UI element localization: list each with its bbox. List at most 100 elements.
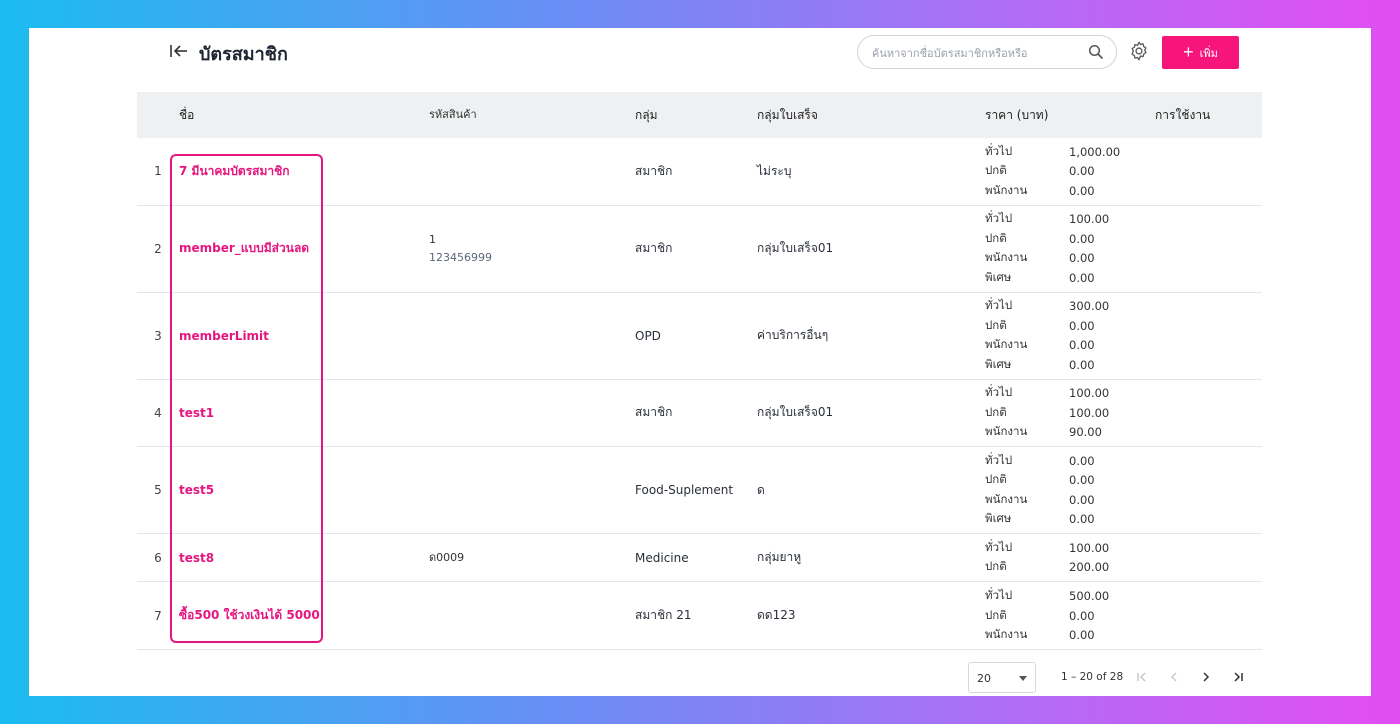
search-box[interactable] (857, 35, 1117, 69)
price-label: พิเศษ (985, 269, 1012, 284)
usage-cell (1155, 138, 1262, 206)
table-row: 4 test1 สมาชิก กลุ่มใบเสร็จ01 ทั่วไป 100.00 ปก… (137, 379, 1262, 447)
price-value: 500.00 (1069, 589, 1110, 603)
add-button[interactable]: + เพิ่ม (1162, 36, 1239, 69)
col-price[interactable]: ราคา (บาท) (985, 107, 1049, 122)
search-icon[interactable] (1088, 44, 1104, 60)
main-panel: บัตรสมาชิก + เพิ่ม ชื่อ รหัสสินค้า กลุ่ม… (29, 28, 1371, 696)
price-line: ปกติ 0.00 (985, 606, 1155, 626)
name-cell: memberLimit (179, 292, 429, 380)
price-label: พนักงาน (985, 627, 1028, 641)
add-button-label: เพิ่ม (1199, 47, 1218, 60)
price-value: 200.00 (1069, 560, 1110, 575)
price-label: ทั่วไป (985, 588, 1013, 602)
table-row: 5 test5 Food-Suplement ดทั่วไป 0.00 ปกติ 0.00 พ… (137, 446, 1262, 534)
plus-icon: + (1183, 41, 1194, 62)
price-value: 100.00 (1069, 405, 1110, 420)
price-cell: ทั่วไป 0.00 ปกติ 0.00 พนักงาน 0.00 พิเศษ 0.00 (985, 446, 1155, 534)
price-line: พิเศษ 0.00 (985, 355, 1155, 375)
gear-icon[interactable] (1128, 40, 1150, 62)
price-line: พนักงาน 90.00 (985, 423, 1155, 443)
price-cell: ทั่วไป 500.00 ปกติ 0.00 พนักงาน 0.00 (985, 581, 1155, 650)
table-header-row: ชื่อ รหัสสินค้า กลุ่ม กลุ่มใบเสร็จ ราคา … (137, 92, 1262, 138)
price-value: 0.00 (1069, 164, 1095, 179)
card-name-link[interactable]: test8 (179, 550, 215, 565)
group-cell: OPD (635, 292, 757, 380)
search-input[interactable] (872, 43, 1072, 63)
code-cell (429, 292, 635, 380)
usage-cell (1155, 205, 1262, 293)
price-cell: ทั่วไป 100.00 ปกติ 0.00 พนักงาน 0.00 พิเศษ 0.00 (985, 205, 1155, 293)
price-line: ปกติ 0.00 (985, 162, 1155, 182)
price-label: ปกติ (985, 230, 1007, 245)
price-line: ปกติ 0.00 (985, 471, 1155, 491)
row-index: 3 (137, 292, 179, 380)
code-cell (429, 379, 635, 447)
price-value: 0.00 (1069, 338, 1095, 353)
usage-cell (1155, 292, 1262, 380)
receipt-group-cell: กลุ่มใบเสร็จ01 (757, 379, 985, 447)
col-group[interactable]: กลุ่ม (635, 107, 658, 122)
code-cell (429, 581, 635, 650)
price-label: ทั่วไป (985, 539, 1013, 554)
col-name[interactable]: ชื่อ (179, 107, 195, 122)
price-cell: ทั่วไป 100.00 ปกติ 200.00 (985, 533, 1155, 582)
page-size-select[interactable]: 20 (968, 662, 1036, 693)
price-label: พนักงาน (985, 424, 1028, 439)
table-row: 2 member_แบบมีส่วนลด 1 123456999 สมาชิก กลุ่ม… (137, 205, 1262, 293)
price-value: 0.00 (1069, 608, 1095, 623)
price-value: 90.00 (1069, 425, 1102, 440)
next-page-icon[interactable] (1196, 667, 1216, 687)
price-cell: ทั่วไป 100.00 ปกติ 100.00 พนักงาน 90.00 (985, 379, 1155, 447)
price-line: พิเศษ 0.00 (985, 510, 1155, 530)
collapse-back-icon[interactable] (169, 41, 189, 61)
row-index: 1 (137, 138, 179, 206)
card-name-link[interactable]: memberLimit (179, 328, 269, 343)
price-value: 0.00 (1069, 628, 1095, 642)
name-cell: 7 มีนาคมบัตรสมาชิก (179, 138, 429, 206)
name-cell: ซื้อ500 ใช้วงเงินได้ 5000 (179, 581, 429, 650)
price-label: พิเศษ (985, 511, 1012, 526)
card-name-link[interactable]: ซื้อ500 ใช้วงเงินได้ 5000 (179, 608, 320, 622)
col-index (137, 92, 179, 138)
price-cell: ทั่วไป 300.00 ปกติ 0.00 พนักงาน 0.00 พิเศษ 0.00 (985, 292, 1155, 380)
price-line: พิเศษ 0.00 (985, 268, 1155, 288)
group-cell: สมาชิก (635, 138, 757, 206)
price-line: ทั่วไป 300.00 (985, 297, 1155, 317)
group-cell: สมาชิก (635, 205, 757, 293)
page-range-label: 1 – 20 of 28 (1061, 671, 1124, 683)
name-cell: test5 (179, 446, 429, 534)
col-receipt-group[interactable]: กลุ่มใบเสร็จ (757, 107, 818, 122)
card-name-link[interactable]: test1 (179, 405, 215, 420)
price-value: 0.00 (1069, 183, 1095, 198)
table-row: 6 test8 ด0009 Medicine กลุ่มยาหู ทั่วไป 100.00… (137, 533, 1262, 582)
first-page-icon[interactable] (1132, 667, 1152, 687)
receipt-group-cell: ด (757, 446, 985, 534)
card-name-link[interactable]: test5 (179, 483, 215, 497)
col-code[interactable]: รหัสสินค้า (429, 108, 477, 121)
page-title: บัตรสมาชิก (199, 44, 288, 65)
code-cell: 1 123456999 (429, 205, 635, 293)
receipt-group-cell: ค่าบริการอื่นๆ (757, 292, 985, 380)
price-value: 0.00 (1069, 251, 1095, 266)
price-line: ปกติ 0.00 (985, 229, 1155, 249)
receipt-group-cell: กลุ่มยาหู (757, 533, 985, 582)
price-value: 0.00 (1069, 357, 1095, 372)
price-line: ทั่วไป 500.00 (985, 586, 1155, 606)
price-line: ทั่วไป 100.00 (985, 538, 1155, 558)
card-name-link[interactable]: member_แบบมีส่วนลด (179, 241, 310, 255)
price-line: ทั่วไป 1,000.00 (985, 142, 1155, 162)
price-line: ทั่วไป 100.00 (985, 384, 1155, 404)
price-label: ทั่วไป (985, 211, 1013, 226)
card-name-link[interactable]: 7 มีนาคมบัตรสมาชิก (179, 163, 290, 178)
usage-cell (1155, 581, 1262, 650)
price-label: ทั่วไป (985, 385, 1013, 400)
price-value: 300.00 (1069, 299, 1110, 314)
name-cell: test1 (179, 379, 429, 447)
code-cell: ด0009 (429, 533, 635, 582)
last-page-icon[interactable] (1228, 667, 1248, 687)
prev-page-icon[interactable] (1164, 667, 1184, 687)
row-index: 4 (137, 379, 179, 447)
price-value: 0.00 (1069, 492, 1095, 507)
col-usage: การใช้งาน (1155, 107, 1211, 122)
